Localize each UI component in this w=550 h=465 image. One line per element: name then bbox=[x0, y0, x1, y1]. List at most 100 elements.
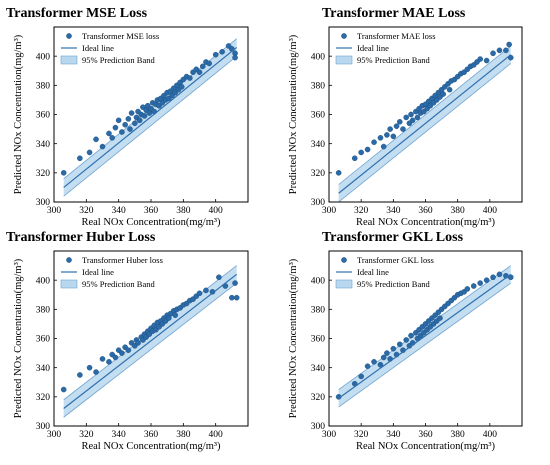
legend: Transformer Huber loss Ideal line 95% Pred… bbox=[60, 255, 163, 289]
x-tick-label: 400 bbox=[483, 430, 498, 440]
data-point bbox=[506, 41, 512, 48]
y-tick-label: 340 bbox=[36, 364, 51, 374]
legend-label-ideal-line: Ideal line bbox=[357, 43, 389, 53]
data-point bbox=[483, 277, 490, 283]
plot-area bbox=[335, 265, 514, 408]
y-tick-label: 380 bbox=[311, 82, 326, 92]
y-tick-label: 360 bbox=[311, 111, 326, 121]
chart-title: Transformer Huber Loss bbox=[6, 230, 156, 245]
data-point bbox=[414, 114, 421, 121]
legend-label-band: 95% Prediction Band bbox=[357, 279, 430, 289]
data-point bbox=[384, 350, 390, 356]
y-tick-label: 380 bbox=[311, 306, 326, 316]
data-point bbox=[132, 120, 138, 127]
y-tick-label: 320 bbox=[36, 169, 51, 179]
legend-label-band: 95% Prediction Band bbox=[82, 55, 155, 65]
data-point bbox=[86, 364, 93, 371]
data-point bbox=[115, 117, 122, 124]
chart-title: Transformer MSE Loss bbox=[6, 6, 148, 21]
legend-marker-band bbox=[60, 55, 78, 65]
data-point bbox=[136, 117, 143, 124]
legend: Transformer MAE loss Ideal line 95% Predic… bbox=[335, 31, 436, 65]
ideal-line bbox=[63, 46, 238, 188]
y-tick-label: 400 bbox=[36, 276, 51, 286]
x-tick-label: 320 bbox=[354, 206, 369, 216]
data-point bbox=[232, 54, 238, 61]
y-tick-label: 300 bbox=[36, 198, 51, 208]
x-tick-label: 400 bbox=[483, 206, 498, 216]
y-tick-label: 320 bbox=[36, 393, 51, 403]
data-point bbox=[371, 139, 377, 146]
chart-title: Transformer MAE Loss bbox=[322, 6, 466, 21]
data-point bbox=[437, 315, 443, 321]
x-tick-label: 360 bbox=[144, 206, 159, 216]
legend-label-ideal-line: Ideal line bbox=[82, 43, 114, 53]
x-tick-label: 340 bbox=[386, 430, 401, 440]
data-point bbox=[125, 347, 132, 353]
x-tick-label: 340 bbox=[112, 206, 127, 216]
data-point bbox=[106, 130, 112, 137]
data-point bbox=[387, 126, 393, 132]
data-point bbox=[112, 354, 119, 361]
legend-label-ideal-line: Ideal line bbox=[357, 267, 389, 277]
x-tick-label: 360 bbox=[418, 206, 433, 216]
x-axis-label: Real NOx Concentration(mg/m³) bbox=[81, 217, 221, 228]
data-point bbox=[172, 312, 179, 318]
data-point bbox=[233, 294, 240, 301]
plot-area bbox=[335, 41, 514, 202]
band-lower-edge bbox=[338, 282, 511, 408]
legend: Transformer GKL loss Ideal line 95% Predic… bbox=[335, 255, 434, 289]
data-point bbox=[390, 345, 397, 352]
legend-marker-band bbox=[60, 279, 78, 289]
y-tick-label: 340 bbox=[311, 364, 326, 374]
legend-marker-band bbox=[335, 279, 353, 289]
data-point bbox=[377, 361, 384, 368]
data-point bbox=[212, 51, 219, 58]
x-tick-label: 380 bbox=[451, 206, 466, 216]
data-point bbox=[125, 116, 132, 122]
data-point bbox=[503, 47, 509, 54]
data-point bbox=[380, 143, 387, 150]
x-tick-label: 380 bbox=[451, 430, 466, 440]
x-tick-label: 380 bbox=[176, 430, 191, 440]
ideal-line bbox=[338, 54, 512, 194]
x-tick-label: 320 bbox=[79, 206, 94, 216]
data-point bbox=[99, 143, 106, 150]
data-point bbox=[408, 111, 414, 118]
band-lower-edge bbox=[63, 282, 237, 418]
y-tick-label: 380 bbox=[36, 82, 51, 92]
data-point bbox=[390, 133, 397, 140]
x-tick-label: 340 bbox=[386, 206, 401, 216]
plot-area bbox=[60, 265, 240, 418]
data-point bbox=[403, 114, 410, 121]
x-tick-label: 320 bbox=[354, 430, 369, 440]
x-tick-label: 360 bbox=[144, 430, 159, 440]
data-point bbox=[477, 280, 483, 286]
y-axis-label: Predicted NOx Concentration(mg/m³) bbox=[288, 258, 299, 418]
x-tick-label: 360 bbox=[418, 430, 433, 440]
data-point bbox=[219, 48, 225, 55]
data-point bbox=[464, 286, 471, 292]
chart-title: Transformer GKL Loss bbox=[322, 230, 464, 245]
legend-marker-band bbox=[335, 55, 353, 65]
data-point bbox=[60, 170, 67, 176]
y-axis-label: Predicted NOx Concentration(mg/m³) bbox=[288, 34, 299, 194]
data-point bbox=[384, 132, 390, 138]
data-point bbox=[232, 280, 238, 286]
band-upper-edge bbox=[338, 45, 511, 185]
data-point bbox=[446, 86, 453, 93]
data-point bbox=[196, 69, 203, 76]
y-tick-label: 340 bbox=[36, 140, 51, 150]
chart-panel-2: Transformer MAE Loss 300 320 340 360 380 400 30… bbox=[288, 6, 523, 228]
legend-label-scatter: Transformer MAE loss bbox=[357, 31, 436, 41]
data-point bbox=[178, 83, 185, 90]
x-tick-label: 300 bbox=[322, 206, 337, 216]
data-point bbox=[393, 123, 400, 129]
data-point bbox=[490, 274, 496, 281]
data-point bbox=[403, 337, 410, 343]
data-point bbox=[109, 135, 115, 141]
data-point bbox=[119, 129, 125, 135]
data-point bbox=[409, 117, 416, 124]
data-point bbox=[440, 91, 446, 97]
